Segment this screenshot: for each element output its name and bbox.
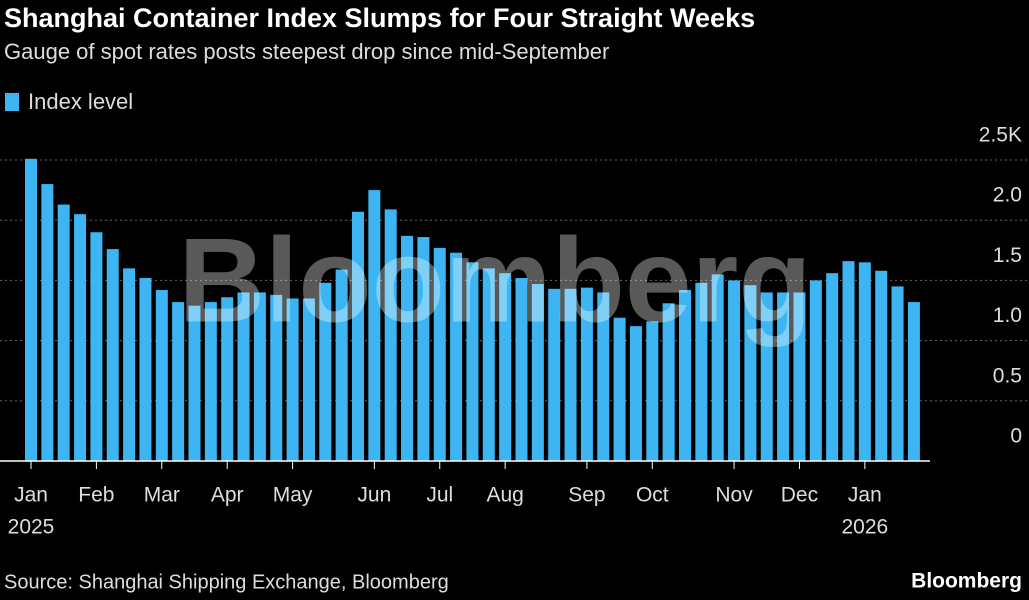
bar [482, 268, 495, 461]
bar [319, 282, 332, 461]
x-tick-label: Jul [426, 484, 453, 507]
bar [580, 287, 593, 461]
logo: Bloomberg [911, 570, 1022, 593]
bar [237, 292, 250, 461]
y-tick-label: 0 [1010, 425, 1022, 448]
bar [907, 302, 920, 461]
bar [531, 284, 544, 461]
bar [548, 288, 561, 461]
chart-subtitle: Gauge of spot rates posts steepest drop … [4, 39, 609, 64]
x-tick-label: Mar [144, 484, 180, 507]
bar [286, 298, 299, 461]
bar [744, 285, 757, 461]
chart-title: Shanghai Container Index Slumps for Four… [4, 3, 755, 33]
bar [57, 204, 70, 461]
bar [106, 249, 119, 461]
bar [172, 302, 185, 461]
bar [629, 326, 642, 461]
bar [433, 247, 446, 461]
bar [466, 262, 479, 461]
bar [613, 317, 626, 461]
bar [417, 237, 430, 461]
x-tick-label: Feb [78, 484, 114, 507]
bar [221, 297, 234, 461]
bar [450, 252, 463, 461]
bar [204, 302, 217, 461]
bar [188, 305, 201, 461]
bar [679, 290, 691, 461]
legend-swatch [5, 93, 19, 111]
bar [809, 280, 822, 461]
bar [842, 261, 855, 461]
bar [41, 184, 54, 461]
bar [123, 268, 136, 461]
x-tick-label: Oct [636, 484, 669, 507]
bar [515, 277, 528, 461]
y-tick-label: 0.5 [993, 364, 1022, 387]
bar [711, 274, 724, 461]
bar [695, 282, 708, 461]
source: Source: Shanghai Shipping Exchange, Bloo… [4, 571, 449, 593]
bar [139, 277, 152, 461]
bar [597, 292, 610, 461]
bar [253, 292, 266, 461]
bar [826, 273, 839, 461]
bar [335, 269, 348, 461]
y-tick-label: 2.5K [979, 124, 1022, 147]
x-tick-label: Apr [211, 484, 244, 507]
x-tick-label: Aug [486, 484, 523, 507]
y-tick-label: 1.5 [993, 244, 1022, 267]
bar [646, 321, 659, 461]
bar [564, 288, 577, 461]
bar [368, 190, 381, 461]
x-tick-label: Dec [781, 484, 818, 507]
bar [499, 273, 512, 461]
x-tick-label: Nov [715, 484, 753, 507]
bar [777, 292, 790, 461]
bar [155, 290, 168, 461]
bar [384, 209, 397, 461]
x-tick-label: Jan [848, 484, 882, 507]
bar [728, 280, 741, 461]
bar [25, 158, 37, 461]
bar [662, 303, 675, 461]
watermark: Bloomberg [178, 214, 811, 348]
bar [875, 270, 888, 461]
x-tick-label: May [273, 484, 313, 507]
bar [401, 235, 414, 461]
x-year-label: 2026 [841, 516, 888, 539]
legend-label: Index level [28, 89, 133, 114]
bar [352, 211, 364, 461]
x-tick-label: Jun [357, 484, 391, 507]
bar [793, 292, 806, 461]
bar [891, 286, 904, 461]
bar [90, 232, 103, 461]
x-year-label: 2025 [8, 516, 55, 539]
y-tick-label: 1.0 [993, 304, 1022, 327]
bar [270, 294, 283, 461]
x-tick-label: Jan [14, 484, 48, 507]
bar [760, 292, 773, 461]
bar [302, 298, 315, 461]
bar [858, 262, 871, 461]
y-tick-label: 2.0 [993, 184, 1022, 207]
x-tick-label: Sep [568, 484, 605, 507]
bar [74, 214, 87, 461]
